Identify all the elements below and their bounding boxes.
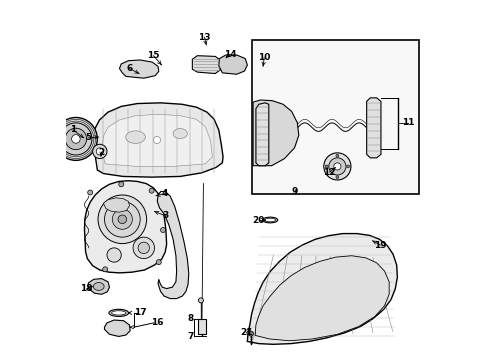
Text: 8: 8	[187, 314, 193, 323]
Polygon shape	[84, 181, 166, 273]
Polygon shape	[103, 198, 129, 212]
Circle shape	[65, 128, 86, 150]
Circle shape	[346, 165, 349, 168]
Circle shape	[60, 123, 92, 155]
Circle shape	[335, 176, 338, 179]
Ellipse shape	[173, 129, 187, 139]
Ellipse shape	[262, 217, 277, 223]
Ellipse shape	[111, 311, 125, 315]
Circle shape	[118, 215, 126, 224]
Circle shape	[198, 298, 203, 303]
Circle shape	[325, 165, 327, 168]
Circle shape	[133, 237, 154, 258]
Circle shape	[335, 154, 338, 157]
Circle shape	[87, 190, 93, 195]
Text: 7: 7	[186, 332, 193, 341]
Circle shape	[160, 228, 165, 233]
Circle shape	[333, 163, 340, 170]
Circle shape	[149, 188, 154, 193]
Text: 20: 20	[252, 216, 264, 225]
Circle shape	[107, 248, 121, 262]
Text: 6: 6	[126, 64, 132, 73]
Circle shape	[328, 158, 345, 175]
Polygon shape	[247, 234, 397, 344]
Polygon shape	[104, 320, 130, 337]
Polygon shape	[102, 114, 212, 166]
Ellipse shape	[264, 218, 275, 222]
Polygon shape	[366, 98, 380, 158]
Text: 2: 2	[98, 148, 104, 157]
Polygon shape	[192, 56, 220, 73]
Polygon shape	[94, 103, 223, 177]
Circle shape	[54, 117, 97, 160]
Circle shape	[98, 195, 146, 244]
Text: 4: 4	[162, 189, 168, 198]
Polygon shape	[119, 60, 159, 78]
Text: 21: 21	[240, 328, 252, 337]
Text: 16: 16	[150, 318, 163, 327]
Circle shape	[138, 242, 149, 253]
Circle shape	[93, 144, 107, 158]
Polygon shape	[255, 256, 388, 341]
Ellipse shape	[93, 283, 104, 291]
Text: 17: 17	[134, 309, 146, 318]
Circle shape	[102, 267, 107, 272]
Polygon shape	[88, 279, 109, 294]
Circle shape	[119, 182, 123, 187]
Ellipse shape	[109, 309, 128, 316]
Text: 10: 10	[258, 53, 270, 62]
Text: 9: 9	[291, 187, 297, 196]
Circle shape	[153, 136, 160, 144]
Text: 19: 19	[373, 240, 386, 249]
Text: 5: 5	[85, 133, 91, 142]
Polygon shape	[218, 55, 247, 74]
Polygon shape	[255, 103, 268, 166]
Text: 1: 1	[70, 126, 76, 135]
Circle shape	[156, 260, 161, 265]
Circle shape	[323, 153, 350, 180]
Polygon shape	[157, 192, 188, 298]
Text: 11: 11	[401, 118, 413, 127]
Text: 14: 14	[224, 50, 236, 59]
Polygon shape	[253, 100, 298, 166]
Bar	[198, 319, 205, 334]
Text: 13: 13	[198, 33, 210, 42]
Circle shape	[248, 331, 253, 336]
Text: 15: 15	[147, 51, 159, 60]
Circle shape	[104, 202, 140, 237]
Circle shape	[112, 209, 132, 229]
Circle shape	[96, 148, 103, 155]
Text: 18: 18	[80, 284, 93, 293]
Text: 3: 3	[162, 211, 168, 220]
Circle shape	[71, 135, 80, 143]
Text: 12: 12	[323, 168, 335, 177]
Ellipse shape	[125, 131, 145, 143]
Bar	[251, 40, 418, 194]
